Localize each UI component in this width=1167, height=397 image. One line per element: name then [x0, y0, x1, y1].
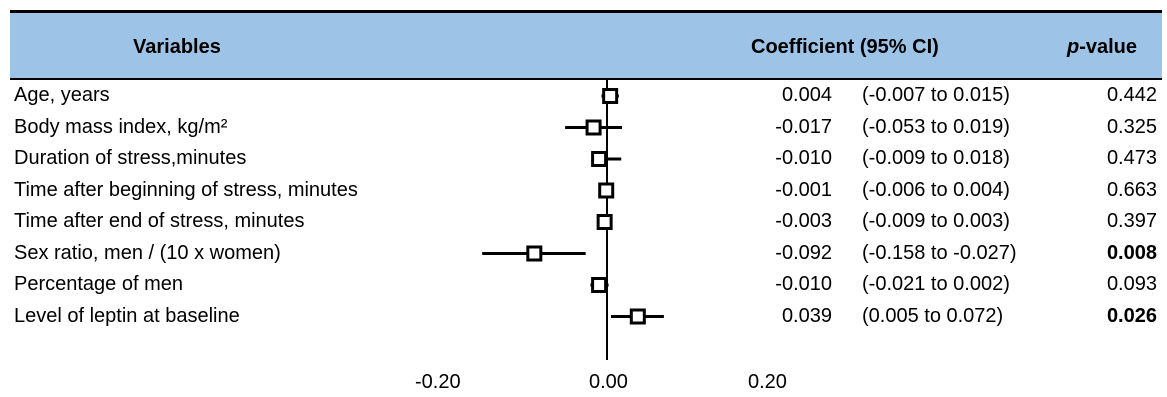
row-label: Time after beginning of stress, minutes: [14, 178, 358, 201]
row-label: Sex ratio, men / (10 x women): [14, 241, 281, 264]
estimate-marker: [591, 277, 608, 293]
row-ci: (-0.021 to 0.002): [862, 273, 1010, 295]
x-tick-label: 0.00: [589, 371, 628, 393]
row-coefficient: -0.003: [775, 210, 832, 232]
x-tick-label: 0.20: [748, 371, 787, 393]
row-ci: (-0.009 to 0.018): [862, 147, 1010, 169]
row-coefficient: 0.004: [781, 84, 832, 106]
row-p-value: 0.397: [1106, 210, 1157, 232]
row-coefficient: -0.010: [775, 147, 832, 169]
row-p-value: 0.093: [1106, 273, 1157, 295]
row-p-value: 0.442: [1106, 84, 1157, 106]
row-ci: (-0.006 to 0.004): [862, 178, 1010, 201]
row-p-value: 0.473: [1106, 147, 1157, 169]
x-tick-label: -0.20: [415, 371, 461, 393]
row-ci: (-0.053 to 0.019): [862, 115, 1010, 138]
row-label: Time after end of stress, minutes: [14, 210, 305, 232]
row-ci: (-0.009 to 0.003): [862, 210, 1010, 232]
row-ci: (-0.007 to 0.015): [862, 84, 1010, 106]
estimate-marker: [602, 88, 619, 104]
row-p-value: 0.026: [1106, 304, 1157, 327]
row-coefficient: -0.017: [775, 115, 832, 138]
estimate-marker: [585, 119, 602, 136]
header-bottom-rule: [10, 78, 1162, 80]
estimate-marker: [526, 245, 543, 262]
estimate-marker: [629, 308, 646, 325]
row-label: Level of leptin at baseline: [14, 304, 240, 327]
header-p-italic: p: [1067, 36, 1080, 58]
estimate-marker: [591, 151, 608, 167]
row-coefficient: 0.039: [781, 304, 832, 327]
row-p-value: 0.008: [1106, 241, 1157, 264]
row-label: Age, years: [14, 84, 110, 106]
table-header-band: [10, 13, 1162, 78]
row-ci: (0.005 to 0.072): [862, 304, 1004, 327]
row-label: Body mass index, kg/m²: [14, 115, 228, 138]
header-p-value: p-value: [1067, 35, 1137, 59]
row-label: Duration of stress,minutes: [14, 147, 247, 169]
row-coefficient: -0.010: [775, 273, 832, 295]
header-coefficient: Coefficient (95% CI): [751, 36, 939, 58]
row-coefficient: -0.001: [775, 178, 832, 201]
estimate-marker: [598, 182, 615, 199]
row-coefficient: -0.092: [775, 241, 832, 264]
header-p-rest: -value: [1079, 36, 1138, 58]
row-label: Percentage of men: [14, 273, 183, 295]
row-p-value: 0.663: [1106, 178, 1157, 201]
estimate-marker: [596, 214, 613, 230]
row-p-value: 0.325: [1106, 115, 1157, 138]
table-top-rule: [10, 10, 1162, 13]
row-ci: (-0.158 to -0.027): [862, 241, 1017, 264]
header-variables: Variables: [133, 36, 221, 58]
